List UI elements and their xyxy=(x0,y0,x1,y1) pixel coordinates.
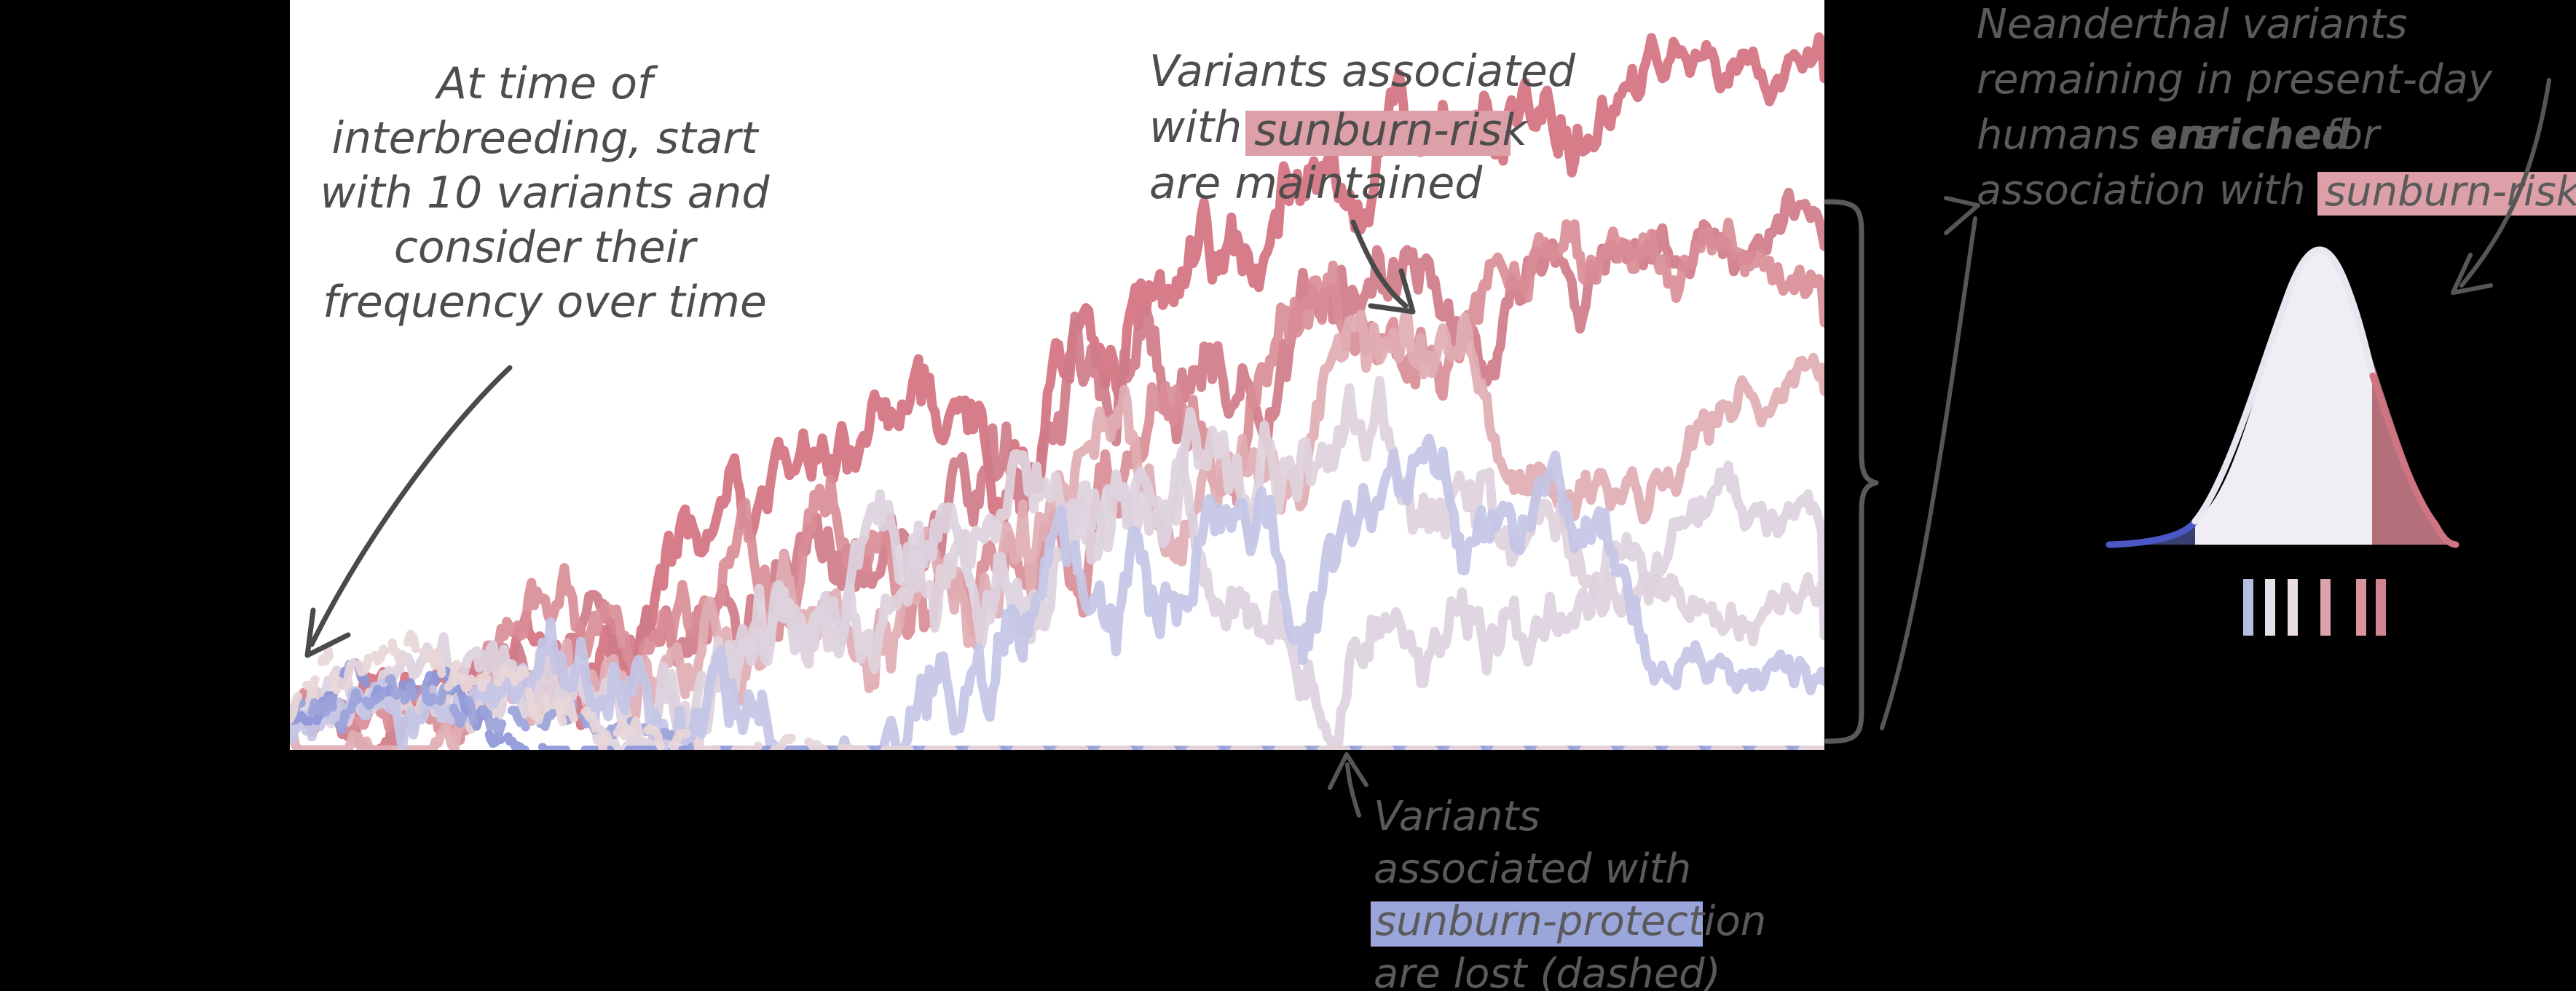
density-outline-pink xyxy=(2369,372,2459,548)
trajectory-variant-6 xyxy=(290,446,1824,750)
lost-annotation-arrowhead xyxy=(1328,752,1368,790)
enriched-annotation: Neanderthal variants remaining in presen… xyxy=(1977,1,2576,216)
enriched-line-2: remaining in present-day xyxy=(1977,56,2493,103)
enriched-line-3-bold: enriched xyxy=(2150,111,2352,159)
density-annotation-arrowhead xyxy=(2451,253,2493,295)
enriched-line-4-highlight: sunburn-risk xyxy=(2325,168,2576,216)
maintained-line-2-highlight: sunburn-risk xyxy=(1254,105,1529,156)
trajectory-variant-10 xyxy=(290,629,1824,750)
enriched-annotation-arrow xyxy=(1880,216,1977,730)
start-annotation: At time of interbreeding, start with 10 … xyxy=(320,58,771,328)
maintained-annotation-arrow xyxy=(1350,219,1409,309)
density-risk-region xyxy=(2372,358,2456,545)
start-annotation-line-2: interbreeding, start xyxy=(331,113,760,164)
maintained-annotation-arrowhead xyxy=(1368,268,1416,315)
start-annotation-line-1: At time of xyxy=(434,58,658,109)
rug-tick-4 xyxy=(2320,579,2331,636)
trajectory-variant-5 xyxy=(290,375,1824,750)
density-outline-blue xyxy=(2106,518,2199,548)
lost-line-1: Variants xyxy=(1374,793,1540,840)
maintained-highlight-box xyxy=(1245,111,1510,156)
start-annotation-line-4: consider their xyxy=(394,222,698,273)
trajectory-lines xyxy=(290,32,1824,750)
survivors-brace xyxy=(1824,199,1879,744)
rug-tick-3 xyxy=(2288,579,2298,636)
enriched-line-1: Neanderthal variants xyxy=(1977,1,2407,48)
density-protection-tail xyxy=(2109,521,2195,545)
density-plot xyxy=(2106,78,2551,636)
enriched-highlight-box xyxy=(2317,172,2576,216)
start-annotation-line-5: frequency over time xyxy=(323,277,767,328)
trajectory-variant-9 xyxy=(290,674,1824,750)
rug-tick-2 xyxy=(2265,579,2275,636)
lost-line-3-highlight: sunburn-protection xyxy=(1375,898,1766,945)
density-annotation-arrow xyxy=(2459,78,2551,288)
lost-line-4: are lost (dashed) xyxy=(1374,950,1721,991)
start-annotation-arrowhead xyxy=(304,607,351,658)
start-annotation-arrow xyxy=(309,365,513,647)
lost-annotation: Variants associated with sunburn-protect… xyxy=(1371,793,1766,991)
rug-tick-6 xyxy=(2376,579,2386,636)
enriched-line-4-pre: association with xyxy=(1977,167,2305,214)
enriched-line-3-pre: humans are xyxy=(1977,111,2220,159)
maintained-line-3: are maintained xyxy=(1149,158,1483,209)
maintained-line-2-pre: with xyxy=(1149,102,1242,153)
rug-tick-5 xyxy=(2356,579,2366,636)
lost-highlight-box xyxy=(1371,901,1703,947)
lost-line-2: associated with xyxy=(1374,845,1691,893)
rug-tick-1 xyxy=(2243,579,2253,636)
lost-annotation-arrow xyxy=(1345,762,1361,818)
density-neutral-centre xyxy=(2195,250,2372,545)
maintained-annotation: Variants associated with sunburn-risk ar… xyxy=(1149,46,1576,209)
trajectory-variant-7 xyxy=(290,433,1824,750)
start-annotation-line-3: with 10 variants and xyxy=(320,167,771,218)
enriched-line-3-post: for xyxy=(2323,111,2382,159)
density-outline-grey xyxy=(2191,246,2376,525)
maintained-line-1: Variants associated xyxy=(1149,46,1576,97)
enriched-annotation-arrowhead xyxy=(1944,196,1980,235)
density-rug-ticks xyxy=(2243,579,2386,636)
